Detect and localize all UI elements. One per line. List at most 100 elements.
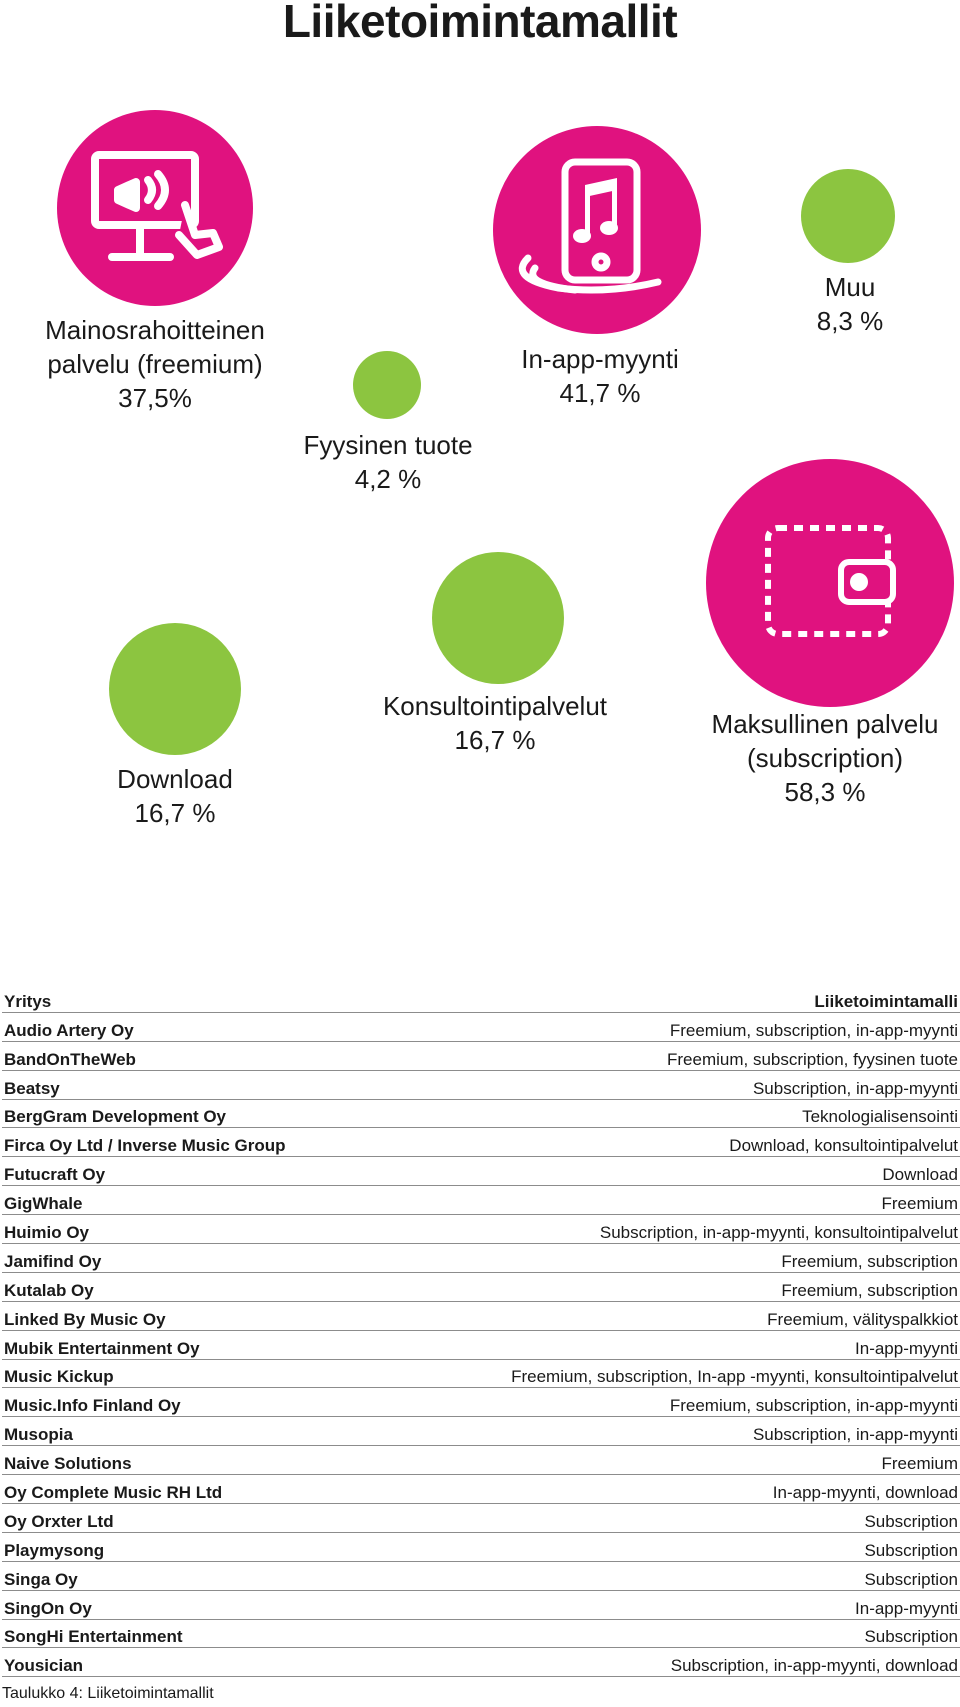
table-row: Musopia Subscription, in-app-myynti — [2, 1416, 960, 1447]
model-cell: Subscription — [373, 1619, 960, 1649]
billboard-ad-icon — [91, 151, 223, 261]
business-model-table: Yritys Liiketoimintamalli Audio Artery O… — [2, 984, 960, 1678]
table-row: Huimio Oy Subscription, in-app-myynti, ko… — [2, 1214, 960, 1245]
bubble-consulting-circle — [432, 552, 564, 684]
company-cell: Yousician — [2, 1647, 374, 1678]
label-download-value: 16,7 % — [134, 798, 216, 828]
label-subscription-value: 58,3 % — [784, 777, 866, 807]
table-row: Linked By Music Oy Freemium, välityspalkk… — [2, 1301, 960, 1331]
company-cell: Mubik Entertainment Oy — [2, 1330, 374, 1360]
company-cell: Oy Orxter Ltd — [2, 1503, 374, 1533]
bubble-other-circle — [801, 169, 895, 263]
label-physical-value: 4,2 % — [354, 464, 422, 494]
label-other-value: 8,3 % — [816, 306, 884, 336]
label-inapp: In-app-myynti 41,7 % — [480, 342, 720, 410]
table-row: Mubik Entertainment Oy In-app-myynti — [2, 1330, 960, 1360]
table-row: Futucraft Oy Download — [2, 1156, 960, 1187]
table-row: Jamifind Oy Freemium, subscription — [2, 1243, 960, 1273]
table-body: Audio Artery Oy Freemium, subscription, i… — [2, 1012, 960, 1678]
model-cell: Freemium, välityspalkkiot — [373, 1301, 960, 1331]
model-cell: Subscription — [373, 1561, 960, 1591]
company-cell: Naive Solutions — [2, 1445, 374, 1476]
label-subscription: Maksullinen palvelu (subscription) 58,3 … — [690, 707, 960, 809]
company-cell: Playmysong — [2, 1532, 374, 1562]
table-header-row: Yritys Liiketoimintamalli — [2, 984, 960, 1013]
label-freemium-line1: Mainosrahoitteinen — [45, 315, 265, 345]
model-cell: Freemium, subscription, in-app-myynti — [373, 1387, 960, 1418]
model-cell: Subscription — [373, 1503, 960, 1533]
table-row: Naive Solutions Freemium — [2, 1445, 960, 1476]
table-caption: Taulukko 4: Liiketoimintamallit — [2, 1685, 214, 1702]
model-cell: In-app-myynti — [373, 1330, 960, 1360]
model-cell: Subscription, in-app-myynti — [373, 1070, 960, 1100]
table-row: SingOn Oy In-app-myynti — [2, 1590, 960, 1620]
label-inapp-value: 41,7 % — [559, 378, 641, 408]
company-cell: Linked By Music Oy — [2, 1301, 374, 1331]
label-inapp-line1: In-app-myynti — [521, 344, 679, 374]
model-cell: Subscription, in-app-myynti, konsultoint… — [373, 1214, 960, 1245]
table-row: BergGram Development Oy Teknologialisenso… — [2, 1099, 960, 1129]
company-cell: Oy Complete Music RH Ltd — [2, 1474, 374, 1505]
company-cell: BandOnTheWeb — [2, 1041, 374, 1071]
phone-music-icon — [518, 158, 662, 294]
table-row: Oy Orxter Ltd Subscription — [2, 1503, 960, 1533]
model-cell: Freemium, subscription — [373, 1272, 960, 1302]
model-cell: Subscription — [373, 1532, 960, 1562]
bubble-subscription-circle — [706, 459, 954, 707]
table-row: Beatsy Subscription, in-app-myynti — [2, 1070, 960, 1100]
label-freemium: Mainosrahoitteinen palvelu (freemium) 37… — [30, 313, 280, 415]
label-physical-line1: Fyysinen tuote — [303, 430, 473, 460]
table-row: Audio Artery Oy Freemium, subscription, i… — [2, 1012, 960, 1042]
company-cell: Musopia — [2, 1416, 374, 1447]
company-cell: Music Kickup — [2, 1359, 374, 1389]
company-cell: Futucraft Oy — [2, 1156, 374, 1187]
model-cell: Download, konsultointipalvelut — [373, 1127, 960, 1158]
model-cell: Freemium — [373, 1185, 960, 1216]
table-row: Playmysong Subscription — [2, 1532, 960, 1562]
table-row: Singa Oy Subscription — [2, 1561, 960, 1591]
label-other: Muu 8,3 % — [760, 270, 940, 338]
label-consulting-value: 16,7 % — [454, 725, 536, 755]
company-cell: Kutalab Oy — [2, 1272, 374, 1302]
company-cell: Singa Oy — [2, 1561, 374, 1591]
company-cell: Music.Info Finland Oy — [2, 1387, 374, 1418]
header-company: Yritys — [2, 984, 374, 1013]
header-business-model: Liiketoimintamalli — [373, 984, 960, 1013]
table-row: Music.Info Finland Oy Freemium, subscript… — [2, 1387, 960, 1418]
bubble-inapp-circle — [493, 126, 701, 334]
table-row: Oy Complete Music RH Ltd In-app-myynti, d… — [2, 1474, 960, 1505]
table-row: Kutalab Oy Freemium, subscription — [2, 1272, 960, 1302]
model-cell: Download — [373, 1156, 960, 1187]
table-row: Music Kickup Freemium, subscription, In-a… — [2, 1359, 960, 1389]
company-cell: Beatsy — [2, 1070, 374, 1100]
wallet-icon — [765, 525, 896, 637]
label-subscription-line1: Maksullinen palvelu — [711, 709, 939, 739]
company-cell: Firca Oy Ltd / Inverse Music Group — [2, 1127, 374, 1158]
label-consulting-line1: Konsultointipalvelut — [382, 691, 608, 721]
bubble-freemium — [57, 110, 253, 306]
model-cell: Freemium — [373, 1445, 960, 1476]
model-cell: Freemium, subscription, fyysinen tuote — [373, 1041, 960, 1071]
company-cell: GigWhale — [2, 1185, 374, 1216]
page-title: Liiketoimintamallit — [282, 0, 678, 47]
label-download-line1: Download — [117, 764, 233, 794]
model-cell: Freemium, subscription — [373, 1243, 960, 1273]
label-download: Download 16,7 % — [75, 762, 275, 830]
table-row: Yousician Subscription, in-app-myynti, do… — [2, 1647, 960, 1678]
model-cell: Subscription, in-app-myynti — [373, 1416, 960, 1447]
table-row: GigWhale Freemium — [2, 1185, 960, 1216]
bubble-download-circle — [109, 623, 241, 755]
model-cell: Subscription, in-app-myynti, download — [373, 1647, 960, 1678]
label-subscription-line2: (subscription) — [746, 743, 904, 773]
company-cell: Audio Artery Oy — [2, 1012, 374, 1042]
bubble-physical-circle — [353, 351, 421, 419]
model-cell: In-app-myynti, download — [373, 1474, 960, 1505]
company-cell: Jamifind Oy — [2, 1243, 374, 1273]
table-row: SongHi Entertainment Subscription — [2, 1619, 960, 1649]
music-note-icon — [573, 178, 618, 243]
bubble-inapp — [493, 126, 701, 334]
label-freemium-value: 37,5% — [118, 383, 192, 413]
label-physical: Fyysinen tuote 4,2 % — [268, 428, 508, 496]
model-cell: Freemium, subscription, In-app -myynti, … — [373, 1359, 960, 1389]
label-consulting: Konsultointipalvelut 16,7 % — [360, 689, 630, 757]
